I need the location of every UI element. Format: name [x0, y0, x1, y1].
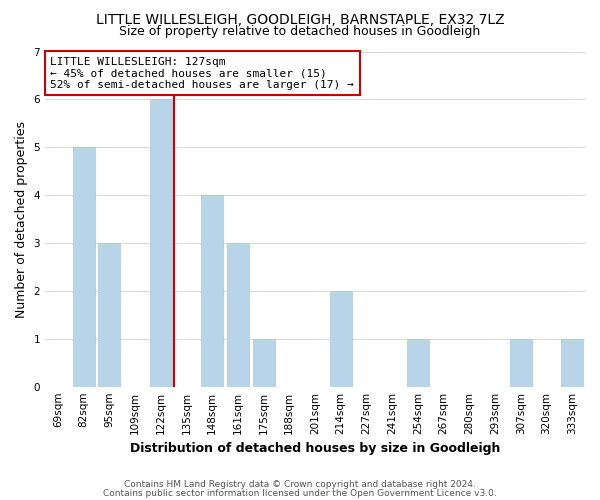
X-axis label: Distribution of detached houses by size in Goodleigh: Distribution of detached houses by size …	[130, 442, 500, 455]
Bar	[227, 243, 249, 386]
Text: LITTLE WILLESLEIGH, GOODLEIGH, BARNSTAPLE, EX32 7LZ: LITTLE WILLESLEIGH, GOODLEIGH, BARNSTAPL…	[95, 12, 505, 26]
Bar	[73, 148, 95, 386]
Bar	[253, 339, 275, 386]
Bar	[407, 339, 429, 386]
Y-axis label: Number of detached properties: Number of detached properties	[15, 120, 28, 318]
Bar	[561, 339, 583, 386]
Text: Size of property relative to detached houses in Goodleigh: Size of property relative to detached ho…	[119, 25, 481, 38]
Text: LITTLE WILLESLEIGH: 127sqm
← 45% of detached houses are smaller (15)
52% of semi: LITTLE WILLESLEIGH: 127sqm ← 45% of deta…	[50, 56, 354, 90]
Bar	[330, 291, 352, 386]
Text: Contains HM Land Registry data © Crown copyright and database right 2024.: Contains HM Land Registry data © Crown c…	[124, 480, 476, 489]
Bar	[510, 339, 532, 386]
Bar	[150, 100, 172, 387]
Text: Contains public sector information licensed under the Open Government Licence v3: Contains public sector information licen…	[103, 489, 497, 498]
Bar	[201, 195, 223, 386]
Bar	[98, 243, 120, 386]
